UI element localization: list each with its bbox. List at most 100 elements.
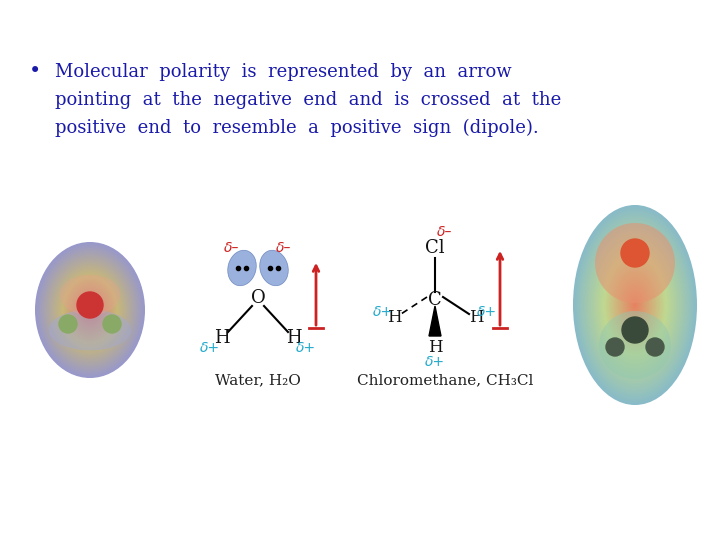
Ellipse shape (38, 246, 142, 374)
Ellipse shape (82, 301, 98, 319)
Ellipse shape (48, 257, 132, 363)
Ellipse shape (56, 268, 124, 352)
Ellipse shape (605, 256, 665, 354)
Ellipse shape (607, 260, 663, 350)
Ellipse shape (77, 294, 103, 326)
Ellipse shape (51, 261, 129, 359)
Ellipse shape (88, 307, 92, 313)
Ellipse shape (55, 267, 125, 353)
Ellipse shape (35, 242, 145, 378)
Ellipse shape (577, 213, 693, 397)
Text: H: H (469, 309, 483, 327)
Ellipse shape (83, 301, 97, 319)
Ellipse shape (42, 251, 138, 369)
Ellipse shape (55, 267, 125, 353)
Text: •: • (29, 63, 41, 82)
Ellipse shape (63, 277, 117, 343)
Ellipse shape (597, 244, 673, 366)
Ellipse shape (599, 247, 670, 362)
Ellipse shape (89, 308, 91, 312)
Ellipse shape (604, 255, 666, 355)
Ellipse shape (47, 256, 133, 363)
Ellipse shape (627, 293, 643, 318)
Ellipse shape (582, 219, 688, 392)
Ellipse shape (68, 283, 112, 337)
Ellipse shape (580, 216, 690, 394)
Ellipse shape (52, 263, 128, 357)
Ellipse shape (609, 264, 660, 346)
Ellipse shape (587, 227, 683, 382)
Ellipse shape (60, 273, 120, 347)
Ellipse shape (588, 229, 683, 381)
Ellipse shape (631, 299, 639, 311)
Ellipse shape (601, 250, 669, 360)
Ellipse shape (61, 274, 119, 346)
Text: O: O (251, 289, 266, 307)
Ellipse shape (593, 238, 677, 373)
Ellipse shape (70, 285, 110, 335)
Ellipse shape (63, 276, 117, 344)
Ellipse shape (44, 253, 136, 367)
Ellipse shape (87, 307, 93, 313)
Ellipse shape (613, 270, 657, 340)
Ellipse shape (37, 245, 143, 375)
Text: Molecular  polarity  is  represented  by  an  arrow: Molecular polarity is represented by an … (55, 63, 512, 81)
Ellipse shape (260, 250, 288, 286)
Ellipse shape (624, 287, 646, 322)
Text: H: H (428, 340, 442, 356)
Ellipse shape (41, 249, 139, 370)
Ellipse shape (619, 280, 650, 330)
Ellipse shape (616, 275, 654, 335)
Ellipse shape (73, 289, 107, 330)
Circle shape (59, 315, 77, 333)
Ellipse shape (81, 298, 99, 322)
Ellipse shape (595, 223, 675, 303)
Ellipse shape (586, 226, 684, 384)
Ellipse shape (80, 297, 100, 323)
Text: H: H (387, 309, 401, 327)
Ellipse shape (42, 251, 138, 369)
Ellipse shape (71, 287, 109, 333)
Ellipse shape (58, 271, 122, 349)
Ellipse shape (89, 309, 91, 311)
Ellipse shape (595, 241, 675, 369)
Ellipse shape (78, 295, 102, 325)
Ellipse shape (64, 278, 116, 342)
Ellipse shape (599, 311, 671, 379)
Ellipse shape (62, 275, 118, 345)
Ellipse shape (595, 240, 675, 370)
Ellipse shape (53, 264, 127, 356)
Ellipse shape (625, 289, 645, 321)
Ellipse shape (40, 248, 140, 372)
Ellipse shape (58, 270, 122, 350)
Ellipse shape (50, 260, 130, 360)
Text: δ+: δ+ (200, 341, 220, 355)
Ellipse shape (60, 273, 120, 347)
Text: H: H (214, 329, 230, 347)
Ellipse shape (623, 285, 647, 325)
Ellipse shape (579, 215, 690, 395)
Ellipse shape (578, 214, 692, 396)
Ellipse shape (618, 278, 652, 333)
Text: H: H (286, 329, 302, 347)
Ellipse shape (626, 290, 644, 320)
Ellipse shape (71, 286, 109, 334)
Ellipse shape (36, 243, 144, 377)
Ellipse shape (632, 300, 638, 310)
Ellipse shape (46, 255, 134, 364)
Ellipse shape (76, 293, 104, 327)
Text: δ+: δ+ (296, 341, 316, 355)
Ellipse shape (608, 262, 662, 348)
Ellipse shape (86, 306, 94, 314)
Text: Cl: Cl (426, 239, 445, 257)
Ellipse shape (576, 210, 694, 400)
Ellipse shape (616, 274, 654, 336)
Text: δ–: δ– (437, 225, 453, 239)
Text: δ+: δ+ (373, 305, 393, 319)
Circle shape (606, 338, 624, 356)
Ellipse shape (73, 289, 107, 331)
Ellipse shape (50, 261, 130, 359)
Ellipse shape (629, 296, 640, 314)
Circle shape (103, 315, 121, 333)
Ellipse shape (606, 259, 664, 351)
